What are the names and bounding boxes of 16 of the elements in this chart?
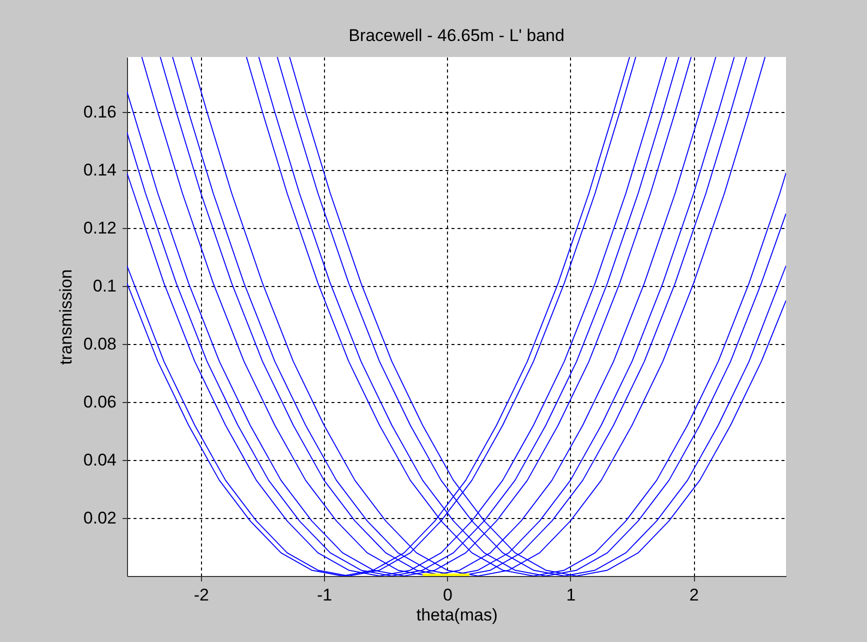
y-tick-label: 0.04 xyxy=(83,450,116,470)
y-tick-label: 0.1 xyxy=(92,276,116,296)
x-tick-label: 1 xyxy=(566,586,576,604)
x-tick-label: -2 xyxy=(194,586,209,604)
x-tick-label: 0 xyxy=(443,586,452,604)
y-axis-title: transmission xyxy=(56,269,76,365)
x-tick-label: -1 xyxy=(317,586,332,604)
y-tick-label: 0.12 xyxy=(83,218,116,238)
y-tick-label: 0.06 xyxy=(83,392,116,412)
y-tick-label: 0.08 xyxy=(83,334,116,354)
chart-title: Bracewell - 46.65m - L' band xyxy=(348,26,564,45)
x-axis-title: theta(mas) xyxy=(416,606,498,624)
x-tick-label: 2 xyxy=(689,586,699,604)
y-tick-label: 0.14 xyxy=(83,160,116,180)
y-tick-label: 0.16 xyxy=(83,102,116,122)
y-tick-label: 0.02 xyxy=(83,508,116,528)
